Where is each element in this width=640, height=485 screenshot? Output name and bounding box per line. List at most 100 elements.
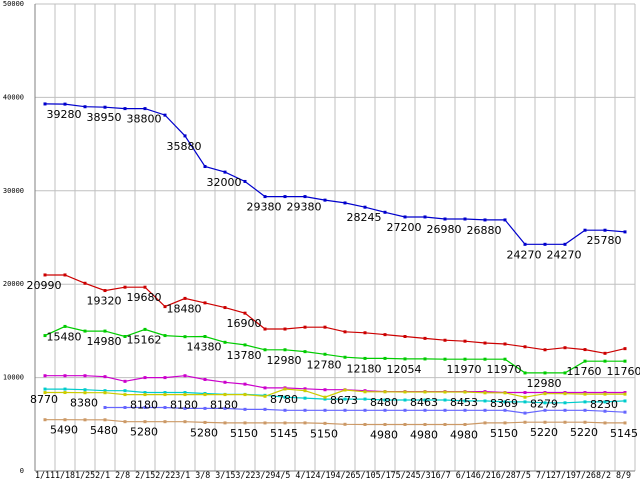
data-point bbox=[104, 391, 107, 394]
data-label: 5280 bbox=[190, 426, 218, 439]
data-label: 39280 bbox=[47, 108, 82, 121]
data-point bbox=[324, 396, 327, 399]
data-label: 26980 bbox=[427, 223, 462, 236]
data-point bbox=[424, 423, 427, 426]
data-point bbox=[624, 411, 627, 414]
data-label: 8279 bbox=[530, 398, 558, 411]
data-point bbox=[104, 375, 107, 378]
data-point bbox=[284, 409, 287, 412]
data-point bbox=[124, 420, 127, 423]
data-point bbox=[244, 408, 247, 411]
data-point bbox=[524, 400, 527, 403]
data-point bbox=[584, 393, 587, 396]
data-point bbox=[204, 165, 207, 168]
data-label: 8380 bbox=[70, 397, 98, 410]
data-point bbox=[144, 420, 147, 423]
data-point bbox=[444, 399, 447, 402]
data-label: 5480 bbox=[90, 424, 118, 437]
data-point bbox=[464, 218, 467, 221]
data-point bbox=[64, 325, 67, 328]
data-label: 8180 bbox=[170, 399, 198, 412]
data-point bbox=[84, 391, 87, 394]
data-point bbox=[424, 390, 427, 393]
data-point bbox=[184, 297, 187, 300]
data-point bbox=[604, 352, 607, 355]
data-point bbox=[64, 418, 67, 421]
data-point bbox=[44, 273, 47, 276]
data-label: 24270 bbox=[507, 248, 542, 261]
data-point bbox=[384, 390, 387, 393]
data-point bbox=[224, 421, 227, 424]
data-point bbox=[364, 206, 367, 209]
data-point bbox=[164, 406, 167, 409]
data-label: 5220 bbox=[530, 426, 558, 439]
data-point bbox=[524, 421, 527, 424]
data-label: 8463 bbox=[410, 396, 438, 409]
data-label: 8770 bbox=[30, 393, 58, 406]
data-point bbox=[204, 378, 207, 381]
data-point bbox=[84, 418, 87, 421]
data-label: 11970 bbox=[447, 363, 482, 376]
data-point bbox=[604, 229, 607, 232]
data-point bbox=[584, 360, 587, 363]
data-point bbox=[424, 409, 427, 412]
data-point bbox=[484, 218, 487, 221]
data-label: 11970 bbox=[487, 363, 522, 376]
data-label: 5490 bbox=[50, 424, 78, 437]
data-point bbox=[404, 390, 407, 393]
data-point bbox=[324, 326, 327, 329]
data-label: 4980 bbox=[410, 428, 438, 441]
data-point bbox=[364, 409, 367, 412]
data-point bbox=[404, 335, 407, 338]
data-point bbox=[384, 211, 387, 214]
data-point bbox=[544, 392, 547, 395]
data-point bbox=[164, 334, 167, 337]
data-point bbox=[524, 391, 527, 394]
data-point bbox=[564, 392, 567, 395]
data-point bbox=[304, 326, 307, 329]
data-point bbox=[404, 409, 407, 412]
data-label: 8673 bbox=[330, 394, 358, 407]
data-point bbox=[124, 389, 127, 392]
data-point bbox=[584, 409, 587, 412]
data-label: 4980 bbox=[450, 428, 478, 441]
data-point bbox=[344, 388, 347, 391]
data-label: 19320 bbox=[87, 295, 122, 308]
data-point bbox=[524, 345, 527, 348]
data-point bbox=[624, 347, 627, 350]
x-tick-labels: 1/111/181/252/1 2/8 2/152/223/1 3/8 3/15… bbox=[35, 471, 631, 480]
data-point bbox=[144, 286, 147, 289]
data-point bbox=[324, 353, 327, 356]
data-point bbox=[224, 171, 227, 174]
data-label: 12980 bbox=[527, 377, 562, 390]
data-point bbox=[264, 328, 267, 331]
data-label: 5220 bbox=[570, 426, 598, 439]
data-point bbox=[384, 333, 387, 336]
data-point bbox=[244, 343, 247, 346]
data-point bbox=[624, 393, 627, 396]
data-point bbox=[424, 357, 427, 360]
data-point bbox=[384, 409, 387, 412]
data-point bbox=[84, 374, 87, 377]
data-point bbox=[304, 409, 307, 412]
data-label: 5280 bbox=[130, 426, 158, 439]
data-point bbox=[304, 195, 307, 198]
data-point bbox=[84, 330, 87, 333]
data-point bbox=[284, 421, 287, 424]
data-point bbox=[544, 371, 547, 374]
data-label: 8780 bbox=[270, 393, 298, 406]
data-point bbox=[164, 420, 167, 423]
data-label: 14980 bbox=[87, 335, 122, 348]
data-label: 11760 bbox=[607, 365, 640, 378]
data-point bbox=[444, 339, 447, 342]
data-point bbox=[104, 406, 107, 409]
data-point bbox=[364, 390, 367, 393]
data-label: 14380 bbox=[187, 341, 222, 354]
data-point bbox=[84, 282, 87, 285]
data-point bbox=[244, 312, 247, 315]
data-point bbox=[204, 301, 207, 304]
data-label: 16900 bbox=[227, 317, 262, 330]
data-point bbox=[104, 289, 107, 292]
data-point bbox=[404, 357, 407, 360]
